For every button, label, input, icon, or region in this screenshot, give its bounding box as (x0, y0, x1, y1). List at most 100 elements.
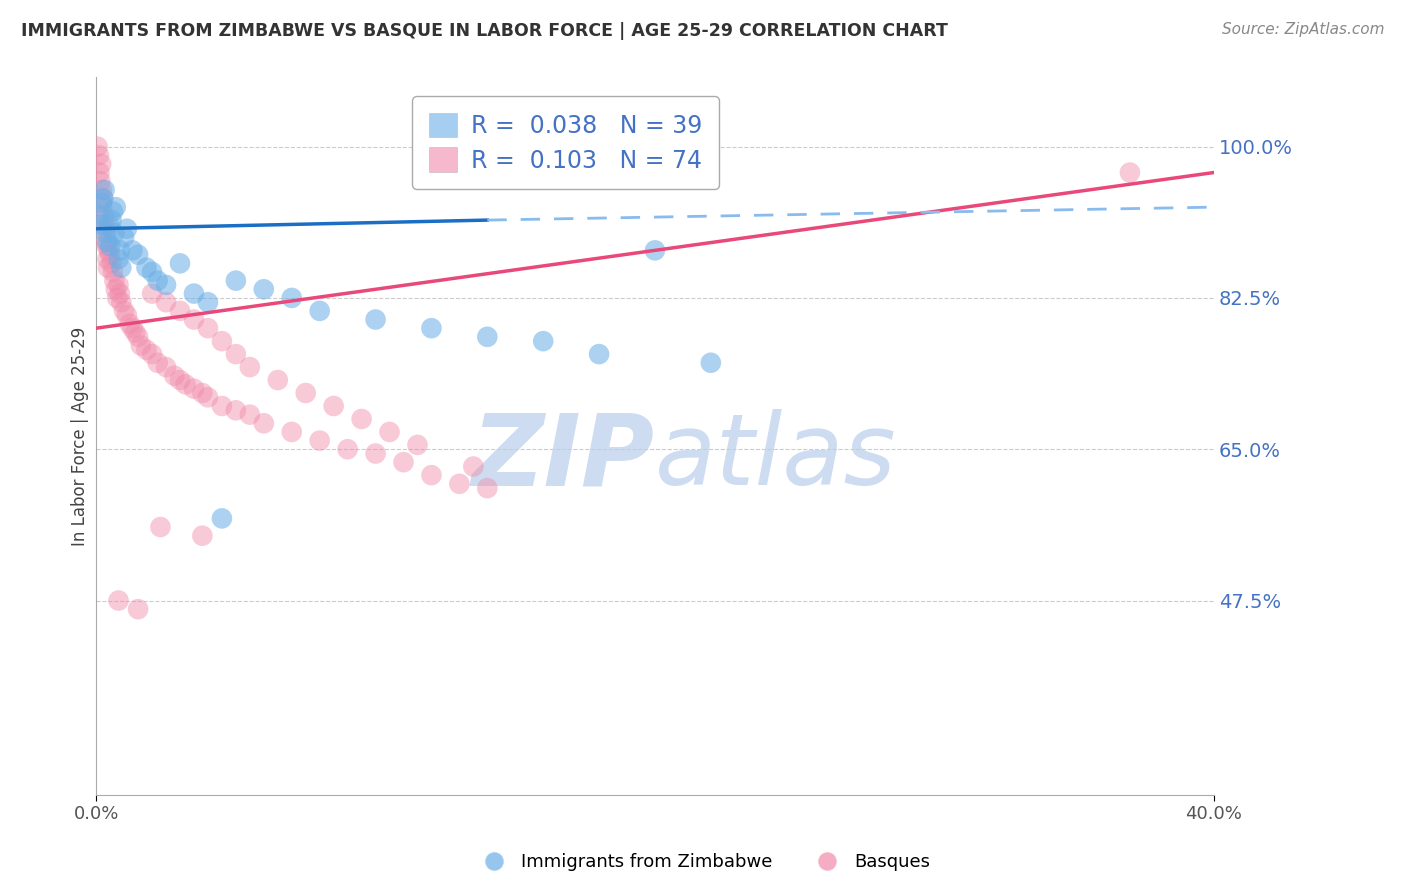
Point (477, 330, 499, 344)
Text: atlas: atlas (655, 409, 897, 507)
Point (103, 274, 125, 288)
Point (129, 338, 152, 352)
Point (225, 274, 247, 288)
Point (107, 252, 129, 266)
Point (169, 256, 191, 270)
Point (108, 244, 131, 258)
Point (96, 235, 118, 249)
Legend: Immigrants from Zimbabwe, Basques: Immigrants from Zimbabwe, Basques (468, 847, 938, 879)
Point (101, 265, 124, 279)
Point (174, 377, 197, 392)
Point (87, 148, 110, 162)
Point (336, 442, 359, 457)
Point (127, 602, 149, 616)
Point (149, 520, 172, 534)
Point (281, 291, 304, 305)
Point (449, 476, 471, 491)
Point (197, 321, 219, 335)
Point (89, 174, 111, 188)
Point (378, 425, 401, 439)
Point (364, 446, 387, 460)
Point (350, 412, 373, 426)
Point (90, 183, 112, 197)
Point (86, 139, 108, 153)
Point (97, 218, 120, 232)
Y-axis label: In Labor Force | Age 25-29: In Labor Force | Age 25-29 (72, 326, 89, 546)
Point (115, 221, 138, 235)
Point (91, 192, 114, 206)
Point (146, 356, 169, 370)
Point (191, 386, 214, 401)
Point (107, 277, 129, 292)
Point (239, 408, 262, 422)
Point (91, 200, 114, 214)
Point (531, 334, 554, 348)
Point (121, 244, 143, 258)
Point (308, 434, 330, 448)
Point (191, 529, 214, 543)
Point (183, 312, 205, 326)
Point (155, 277, 177, 292)
Point (93, 183, 115, 197)
Point (135, 260, 157, 275)
Point (392, 455, 415, 469)
Point (253, 417, 276, 431)
Legend: R =  0.038   N = 39, R =  0.103   N = 74: R = 0.038 N = 39, R = 0.103 N = 74 (412, 96, 718, 189)
Point (239, 360, 262, 375)
Point (281, 425, 304, 439)
Point (644, 244, 666, 258)
Point (169, 304, 191, 318)
Point (197, 390, 219, 404)
Point (197, 295, 219, 310)
Point (103, 226, 125, 240)
Point (87, 209, 110, 223)
Point (110, 295, 132, 310)
Point (463, 459, 485, 474)
Point (105, 291, 128, 305)
Point (183, 286, 205, 301)
Point (96, 252, 118, 266)
Point (127, 248, 149, 262)
Point (588, 347, 610, 361)
Point (225, 347, 247, 361)
Point (112, 304, 135, 318)
Point (127, 330, 149, 344)
Point (100, 213, 122, 227)
Point (267, 373, 290, 387)
Point (94, 221, 117, 235)
Point (115, 308, 138, 322)
Point (104, 200, 127, 214)
Point (112, 230, 135, 244)
Point (146, 274, 169, 288)
Point (97, 244, 120, 258)
Point (89, 218, 111, 232)
Point (155, 360, 177, 375)
Point (141, 347, 163, 361)
Point (406, 438, 429, 452)
Point (89, 165, 111, 179)
Point (96, 239, 118, 253)
Point (155, 295, 177, 310)
Point (91, 192, 114, 206)
Point (101, 204, 124, 219)
Point (90, 157, 112, 171)
Point (211, 511, 233, 525)
Point (107, 593, 129, 607)
Point (97, 260, 120, 275)
Point (93, 209, 115, 223)
Point (183, 382, 205, 396)
Point (98, 239, 121, 253)
Point (211, 399, 233, 413)
Point (225, 403, 247, 417)
Point (322, 399, 344, 413)
Point (253, 282, 276, 296)
Point (118, 317, 141, 331)
Text: ZIP: ZIP (472, 409, 655, 507)
Point (420, 321, 443, 335)
Point (211, 334, 233, 348)
Point (141, 286, 163, 301)
Point (98, 248, 121, 262)
Text: IMMIGRANTS FROM ZIMBABWE VS BASQUE IN LABOR FORCE | AGE 25-29 CORRELATION CHART: IMMIGRANTS FROM ZIMBABWE VS BASQUE IN LA… (21, 22, 948, 40)
Point (308, 304, 330, 318)
Point (163, 368, 186, 383)
